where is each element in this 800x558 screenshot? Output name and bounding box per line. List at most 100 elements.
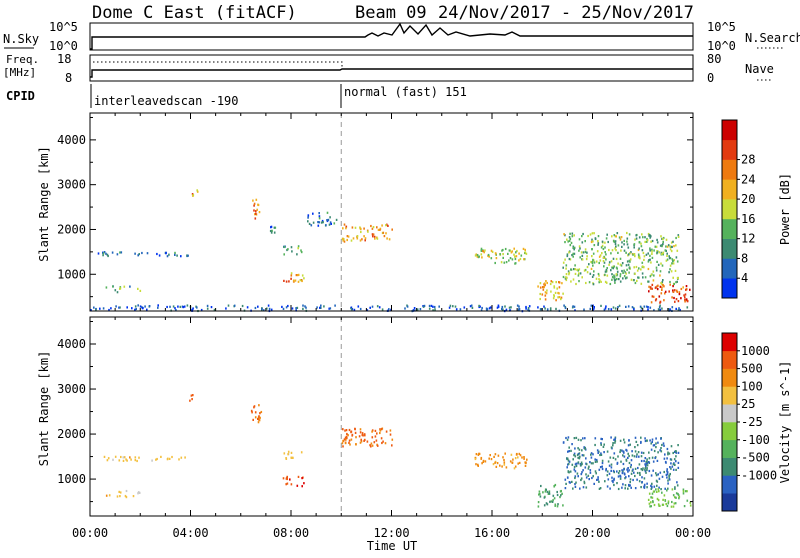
- data-cell: [605, 253, 607, 256]
- data-cell: [303, 277, 305, 280]
- x-tick-label: 04:00: [172, 526, 208, 540]
- data-cell: [641, 481, 643, 484]
- data-cell: [657, 284, 659, 287]
- scatter-region: [189, 394, 194, 402]
- data-cell: [253, 209, 255, 212]
- data-cell: [675, 451, 678, 454]
- data-cell: [282, 307, 285, 310]
- data-cell: [574, 309, 576, 312]
- data-cell: [659, 270, 662, 273]
- data-cell: [590, 462, 593, 465]
- data-cell: [661, 252, 663, 255]
- data-cell: [609, 282, 612, 286]
- x-tick-label: 20:00: [574, 526, 610, 540]
- data-cell: [643, 459, 645, 463]
- scatter-region: [250, 404, 263, 424]
- data-cell: [584, 446, 586, 449]
- data-cell: [593, 270, 595, 273]
- data-cell: [480, 247, 483, 250]
- data-cell: [642, 251, 645, 255]
- data-cell: [624, 487, 626, 490]
- data-cell: [602, 260, 605, 263]
- data-cell: [649, 249, 651, 252]
- data-cell: [684, 300, 686, 303]
- data-cell: [662, 283, 664, 287]
- data-cell: [618, 470, 621, 473]
- data-cell: [585, 281, 587, 285]
- data-cell: [322, 221, 324, 224]
- data-cell: [668, 257, 671, 260]
- data-cell: [611, 276, 614, 279]
- data-cell: [210, 306, 213, 309]
- data-cell: [637, 253, 640, 256]
- data-cell: [371, 305, 374, 308]
- data-cell: [592, 264, 594, 267]
- data-cell: [379, 228, 381, 231]
- data-cell: [642, 451, 645, 455]
- data-cell: [638, 455, 640, 458]
- data-cell: [470, 304, 473, 307]
- data-cell: [660, 262, 662, 265]
- data-cell: [624, 473, 626, 476]
- data-cell: [617, 455, 619, 458]
- data-cell: [565, 276, 567, 279]
- data-cell: [254, 213, 256, 216]
- scatter-region: [341, 223, 393, 243]
- data-cell: [659, 274, 661, 277]
- data-cell: [678, 497, 680, 500]
- data-cell: [654, 456, 656, 460]
- data-cell: [452, 305, 454, 308]
- data-cell: [644, 439, 647, 443]
- data-cell: [634, 487, 637, 490]
- data-cell: [684, 296, 686, 299]
- data-cell: [628, 266, 631, 269]
- data-cell: [503, 461, 506, 464]
- data-cell: [644, 236, 646, 239]
- data-cell: [565, 482, 567, 485]
- data-cell: [119, 491, 122, 494]
- data-cell: [289, 478, 291, 481]
- data-cell: [667, 502, 670, 505]
- data-cell: [345, 225, 348, 228]
- data-cell: [476, 254, 479, 257]
- data-cell: [641, 261, 644, 264]
- nave-trace: [93, 61, 343, 69]
- data-cell: [660, 235, 662, 238]
- data-cell: [657, 263, 660, 266]
- data-cell: [674, 487, 676, 490]
- data-cell: [342, 239, 344, 242]
- data-cell: [166, 458, 169, 461]
- data-cell: [599, 466, 602, 469]
- data-cell: [556, 287, 558, 290]
- data-cell: [196, 190, 199, 193]
- data-cell: [118, 306, 120, 309]
- data-cell: [165, 252, 167, 255]
- data-cell: [299, 279, 302, 282]
- scatter-region: [103, 455, 186, 463]
- data-cell: [637, 451, 640, 454]
- data-cell: [254, 416, 257, 419]
- data-cell: [635, 440, 638, 443]
- colorbar-swatch: [722, 386, 737, 405]
- data-cell: [545, 280, 547, 283]
- data-cell: [650, 474, 653, 477]
- data-cell: [369, 306, 371, 309]
- data-cell: [610, 436, 612, 439]
- data-cell: [119, 306, 121, 309]
- data-cell: [614, 281, 616, 284]
- data-cell: [598, 487, 601, 490]
- data-cell: [295, 274, 298, 277]
- data-cell: [608, 263, 610, 266]
- data-cell: [658, 477, 661, 480]
- data-cell: [517, 456, 519, 459]
- data-cell: [571, 254, 573, 257]
- data-cell: [294, 279, 297, 282]
- data-cell: [648, 233, 651, 237]
- data-cell: [610, 252, 612, 255]
- data-cell: [544, 284, 546, 287]
- colorbar-tick-label: 500: [741, 362, 763, 376]
- data-cell: [137, 254, 139, 257]
- data-cell: [664, 292, 666, 295]
- data-cell: [610, 446, 613, 449]
